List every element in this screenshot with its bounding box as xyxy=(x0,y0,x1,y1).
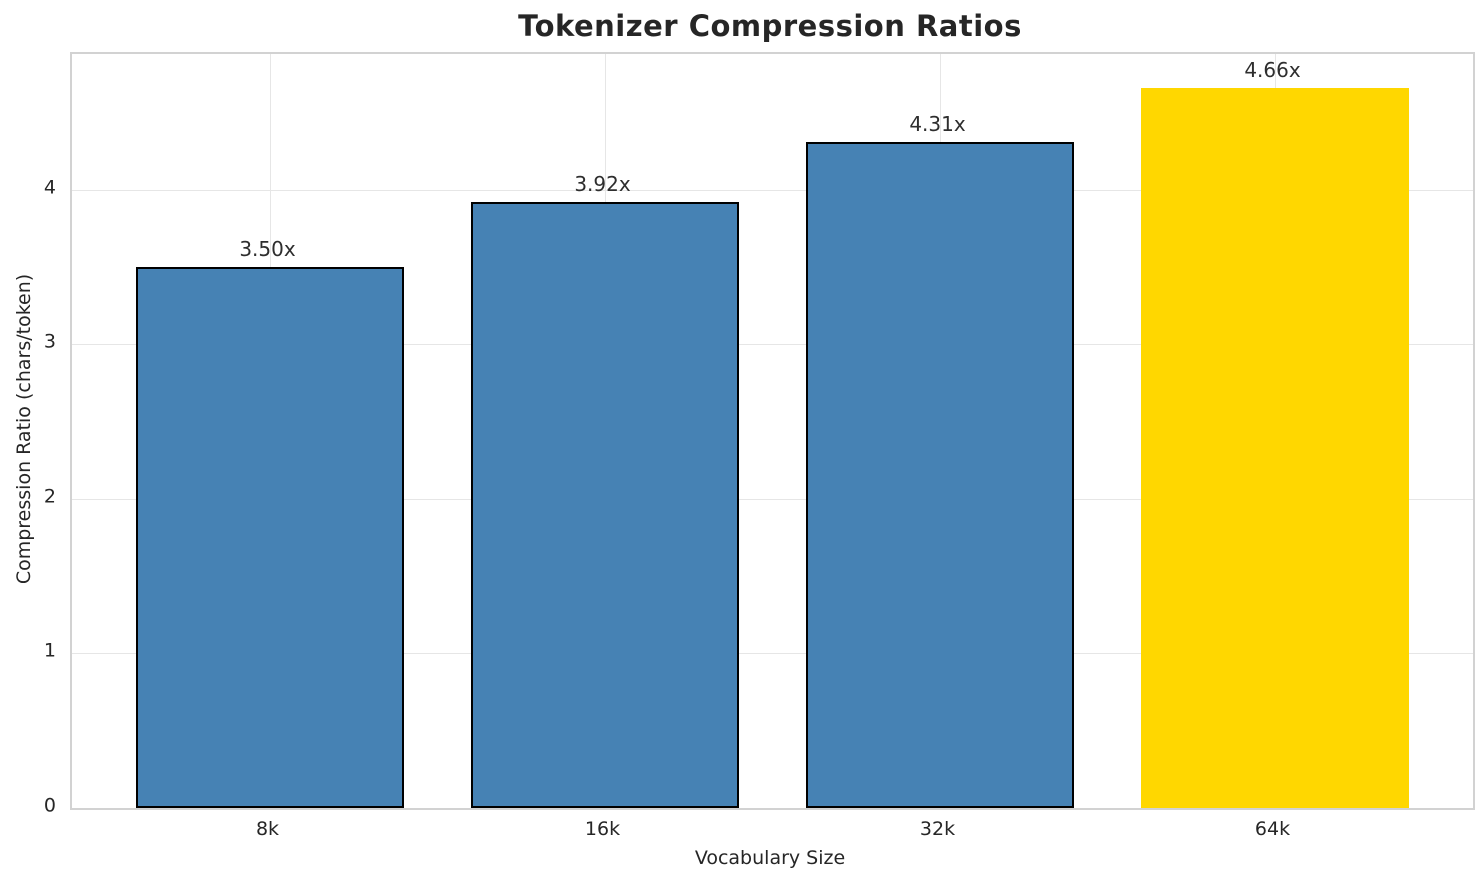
bar-32k xyxy=(805,142,1074,808)
y-tick-3: 3 xyxy=(43,331,56,354)
y-tick-2: 2 xyxy=(43,485,56,508)
x-tick-16k: 16k xyxy=(584,818,621,840)
bar-64k xyxy=(1140,88,1409,808)
x-tick-64k: 64k xyxy=(1254,818,1291,840)
x-tick-8k: 8k xyxy=(255,818,280,840)
gridline-horizontal-1 xyxy=(72,653,1473,655)
bar-value-label-8k: 3.50x xyxy=(239,237,296,262)
y-tick-4: 4 xyxy=(43,176,56,199)
x-tick-32k: 32k xyxy=(919,818,956,840)
bar-8k xyxy=(135,267,404,808)
gridline-horizontal-3 xyxy=(72,344,1473,346)
bar-value-label-32k: 4.31x xyxy=(909,112,966,137)
x-axis-label: Vocabulary Size xyxy=(694,847,846,869)
gridline-horizontal-2 xyxy=(72,498,1473,500)
chart-title: Tokenizer Compression Ratios xyxy=(518,9,1022,43)
bar-16k xyxy=(470,202,739,808)
bar-value-label-16k: 3.92x xyxy=(574,172,631,197)
gridline-horizontal-4 xyxy=(72,189,1473,191)
y-tick-1: 1 xyxy=(43,640,56,663)
bar-value-label-64k: 4.66x xyxy=(1244,57,1301,82)
plot-area xyxy=(70,52,1475,810)
y-tick-0: 0 xyxy=(43,794,56,817)
y-axis-label: Compression Ratio (chars/token) xyxy=(13,273,35,585)
